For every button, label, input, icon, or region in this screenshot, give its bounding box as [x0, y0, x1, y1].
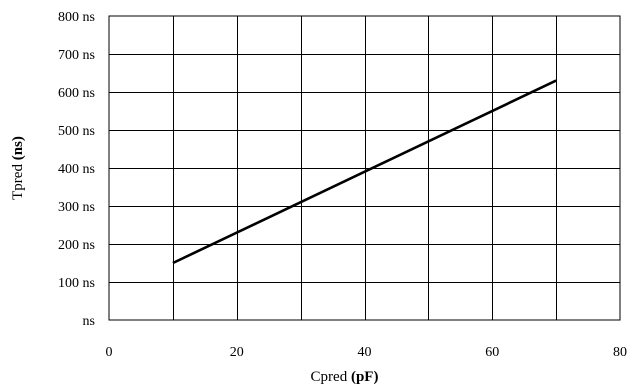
y-tick-label: 400 ns: [58, 162, 95, 177]
y-tick-label: 500 ns: [58, 124, 95, 139]
y-axis-title-unit: (ns): [10, 136, 26, 160]
x-tick-label: 0: [106, 345, 113, 360]
y-tick-label: ns: [83, 314, 95, 329]
y-axis-title: Tpred (ns): [10, 136, 26, 200]
plot-area-frame: [108, 15, 621, 321]
x-tick-label: 20: [230, 345, 244, 360]
x-tick-label: 40: [358, 345, 372, 360]
y-tick-label: 600 ns: [58, 86, 95, 101]
x-axis-title-unit: (pF): [351, 369, 379, 385]
y-tick-label: 800 ns: [58, 10, 95, 25]
grid: [109, 16, 620, 320]
x-axis-title-quantity: Cpred: [311, 369, 351, 385]
series-layer: [172, 79, 557, 265]
x-tick-label: 60: [485, 345, 499, 360]
y-axis-title-quantity: Tpred: [10, 160, 26, 200]
y-axis-tick-labels: ns 100 ns 200 ns 300 ns 400 ns 500 ns 600 ns 70…: [58, 10, 95, 329]
y-tick-label: 300 ns: [58, 200, 95, 215]
x-axis-title: Cpred (pF): [311, 369, 379, 385]
x-tick-label: 80: [613, 345, 627, 360]
x-axis-tick-labels: 0 20 40 60 80: [106, 345, 628, 360]
y-tick-label: 700 ns: [58, 48, 95, 63]
y-tick-label: 100 ns: [58, 276, 95, 291]
series-line: [172, 79, 557, 265]
y-tick-label: 200 ns: [58, 238, 95, 253]
